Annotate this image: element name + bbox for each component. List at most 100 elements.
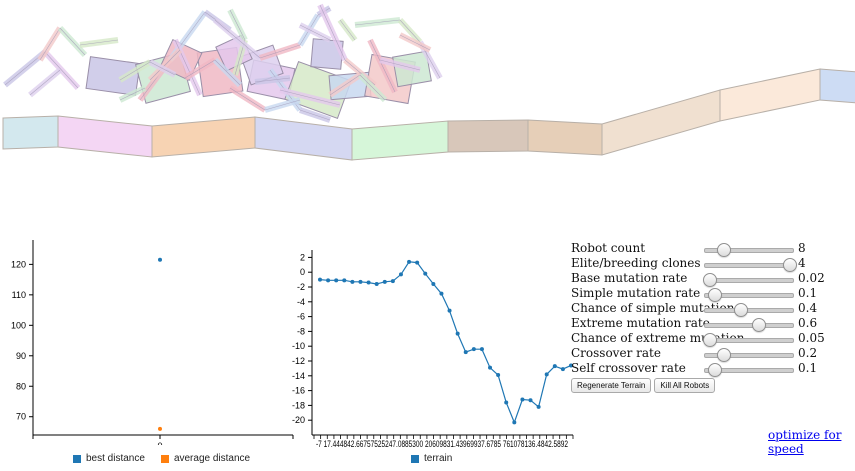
slider-track[interactable] (704, 303, 794, 317)
distance-point (158, 257, 162, 262)
terrain-segment (254, 116, 353, 161)
robot-limb-edge (329, 74, 361, 96)
terrain-point (471, 347, 476, 352)
robot-limb-edge (399, 34, 431, 51)
action-buttons: Regenerate Terrain Kill All Robots (571, 378, 716, 393)
robot-limb-edge (59, 27, 86, 56)
slider-thumb[interactable] (716, 348, 731, 362)
distance-y-tick-label: 110 (12, 290, 26, 300)
distance-y-tick-label: 100 (11, 320, 26, 330)
slider-track[interactable] (704, 318, 794, 332)
kill-all-robots-button[interactable]: Kill All Robots (654, 378, 716, 393)
terrain-segment (2, 115, 59, 150)
terrain-point (569, 363, 573, 368)
slider-thumb[interactable] (707, 288, 722, 302)
distance-legend: best distance average distance (73, 453, 250, 464)
terrain-y-tick-label: -18 (292, 400, 305, 410)
robot-limb-edge (214, 19, 261, 59)
robot-body (85, 56, 141, 96)
terrain-point (536, 404, 541, 409)
slider-thumb[interactable] (751, 318, 766, 332)
control-value: 4 (798, 256, 806, 270)
terrain-point (560, 367, 565, 372)
control-value: 0.6 (798, 316, 818, 330)
control-label: Elite/breeding clones (571, 256, 701, 270)
slider-track[interactable] (702, 273, 794, 287)
terrain-point (407, 259, 412, 264)
slider-thumb[interactable] (716, 243, 731, 257)
robot-limb-edge (359, 74, 386, 101)
slider-thumb[interactable] (702, 273, 717, 287)
terrain-point (455, 331, 460, 336)
terrain-point (552, 364, 557, 369)
terrain-segment (447, 119, 529, 153)
terrain-x-tick-labels: -7 17.444842.66757525247.0885300 2060983… (316, 439, 568, 449)
terrain-point (439, 291, 444, 296)
terrain-segments (2, 68, 855, 161)
robot-group (3, 3, 443, 123)
terrain-point (326, 278, 331, 283)
terrain-point (544, 372, 549, 377)
control-row: Elite/breeding clones 4 (571, 256, 841, 272)
terrain-segment (719, 68, 821, 122)
robot-limb-edge (149, 61, 176, 76)
terrain-y-tick-label: -20 (292, 415, 305, 425)
robot-limb-edge (354, 19, 401, 26)
robot-limb-edge (119, 87, 146, 101)
terrain-y-tick-label: 2 (300, 252, 305, 262)
robot-limb-edge (44, 51, 79, 89)
terrain-segment (151, 116, 256, 158)
robot-limb-edge (119, 61, 151, 81)
terrain-point (415, 260, 420, 265)
terrain-chart: 2 0 -2 -4 -6 -8 -10 -12 -14 -16 -18 -20 -7 17.444842… (292, 250, 574, 449)
slider-thumb[interactable] (734, 303, 749, 317)
best-distance-legend-label: best distance (86, 453, 145, 464)
optimize-for-speed-link[interactable]: optimize for speed (768, 428, 842, 456)
terrain-y-tick-label: 0 (300, 267, 305, 277)
terrain-point (398, 272, 403, 277)
distance-point (158, 426, 162, 431)
robot-limb-edge (259, 44, 301, 59)
terrain-point (358, 279, 363, 284)
slider-track[interactable] (704, 348, 794, 362)
robot-limb-edge (174, 39, 201, 96)
robot-limb-edge (184, 59, 216, 79)
regenerate-terrain-button[interactable]: Regenerate Terrain (571, 378, 652, 393)
control-value: 0.2 (798, 346, 818, 360)
distance-chart: 70 80 90 100 110 120 0 (11, 240, 294, 445)
control-row: Crossover rate 0.2 (571, 346, 841, 362)
robot-limb-edge (339, 19, 356, 41)
terrain-y-tick-label: -16 (292, 386, 305, 396)
control-label: Chance of simple mutation (571, 301, 735, 315)
terrain-y-tick-label: -8 (297, 326, 305, 336)
simulation-canvas (2, 3, 855, 161)
slider-track[interactable] (704, 288, 794, 302)
terrain-point (520, 397, 525, 402)
slider-track[interactable] (704, 363, 794, 377)
terrain-point (528, 398, 533, 403)
terrain-y-tick-label: -6 (297, 312, 305, 322)
control-row: Self crossover rate 0.1 (571, 361, 841, 377)
slider-thumb[interactable] (703, 333, 718, 347)
robot-limb-edge (319, 4, 346, 61)
slider-thumb[interactable] (707, 363, 722, 377)
terrain-segment (57, 115, 153, 158)
slider-track[interactable] (704, 258, 797, 272)
slider-track[interactable] (704, 243, 794, 257)
terrain-point (382, 279, 387, 284)
slider-thumb[interactable] (782, 258, 797, 272)
terrain-segment (527, 119, 603, 156)
control-value: 0.02 (798, 271, 825, 285)
terrain-swatch (411, 454, 419, 463)
distance-y-tick-label: 120 (11, 259, 26, 269)
terrain-point (496, 373, 501, 378)
terrain-point (504, 400, 509, 405)
robot-limb-edge (39, 27, 61, 61)
terrain-point (463, 350, 468, 355)
control-row: Robot count 8 (571, 241, 841, 257)
slider-track[interactable] (703, 333, 794, 347)
parameter-controls: Robot count 8 Elite/breeding clones 4 Base m… (571, 241, 841, 377)
control-row: Chance of extreme mutation 0.05 (571, 331, 841, 347)
robot-limb-edge (369, 39, 396, 93)
terrain-segment (601, 89, 721, 156)
